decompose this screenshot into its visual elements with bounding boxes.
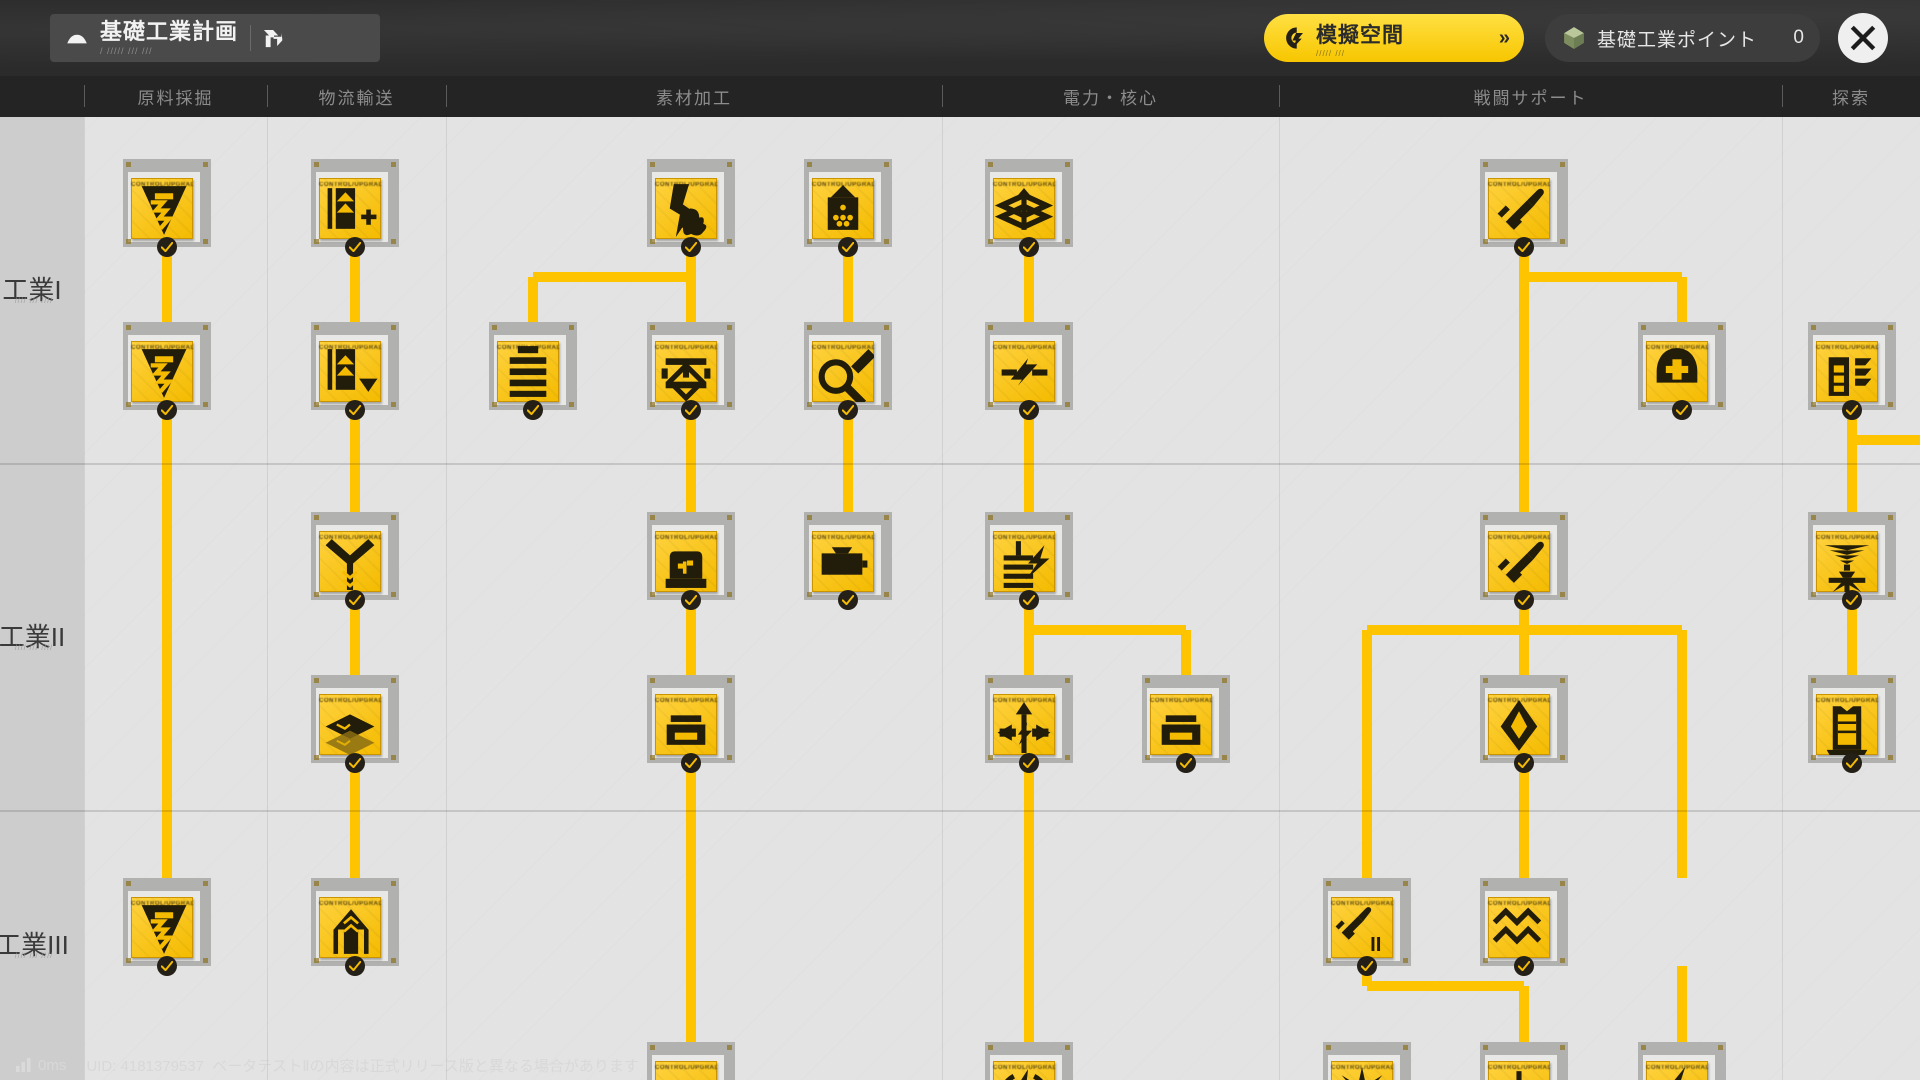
svg-text:II: II xyxy=(1370,934,1381,956)
